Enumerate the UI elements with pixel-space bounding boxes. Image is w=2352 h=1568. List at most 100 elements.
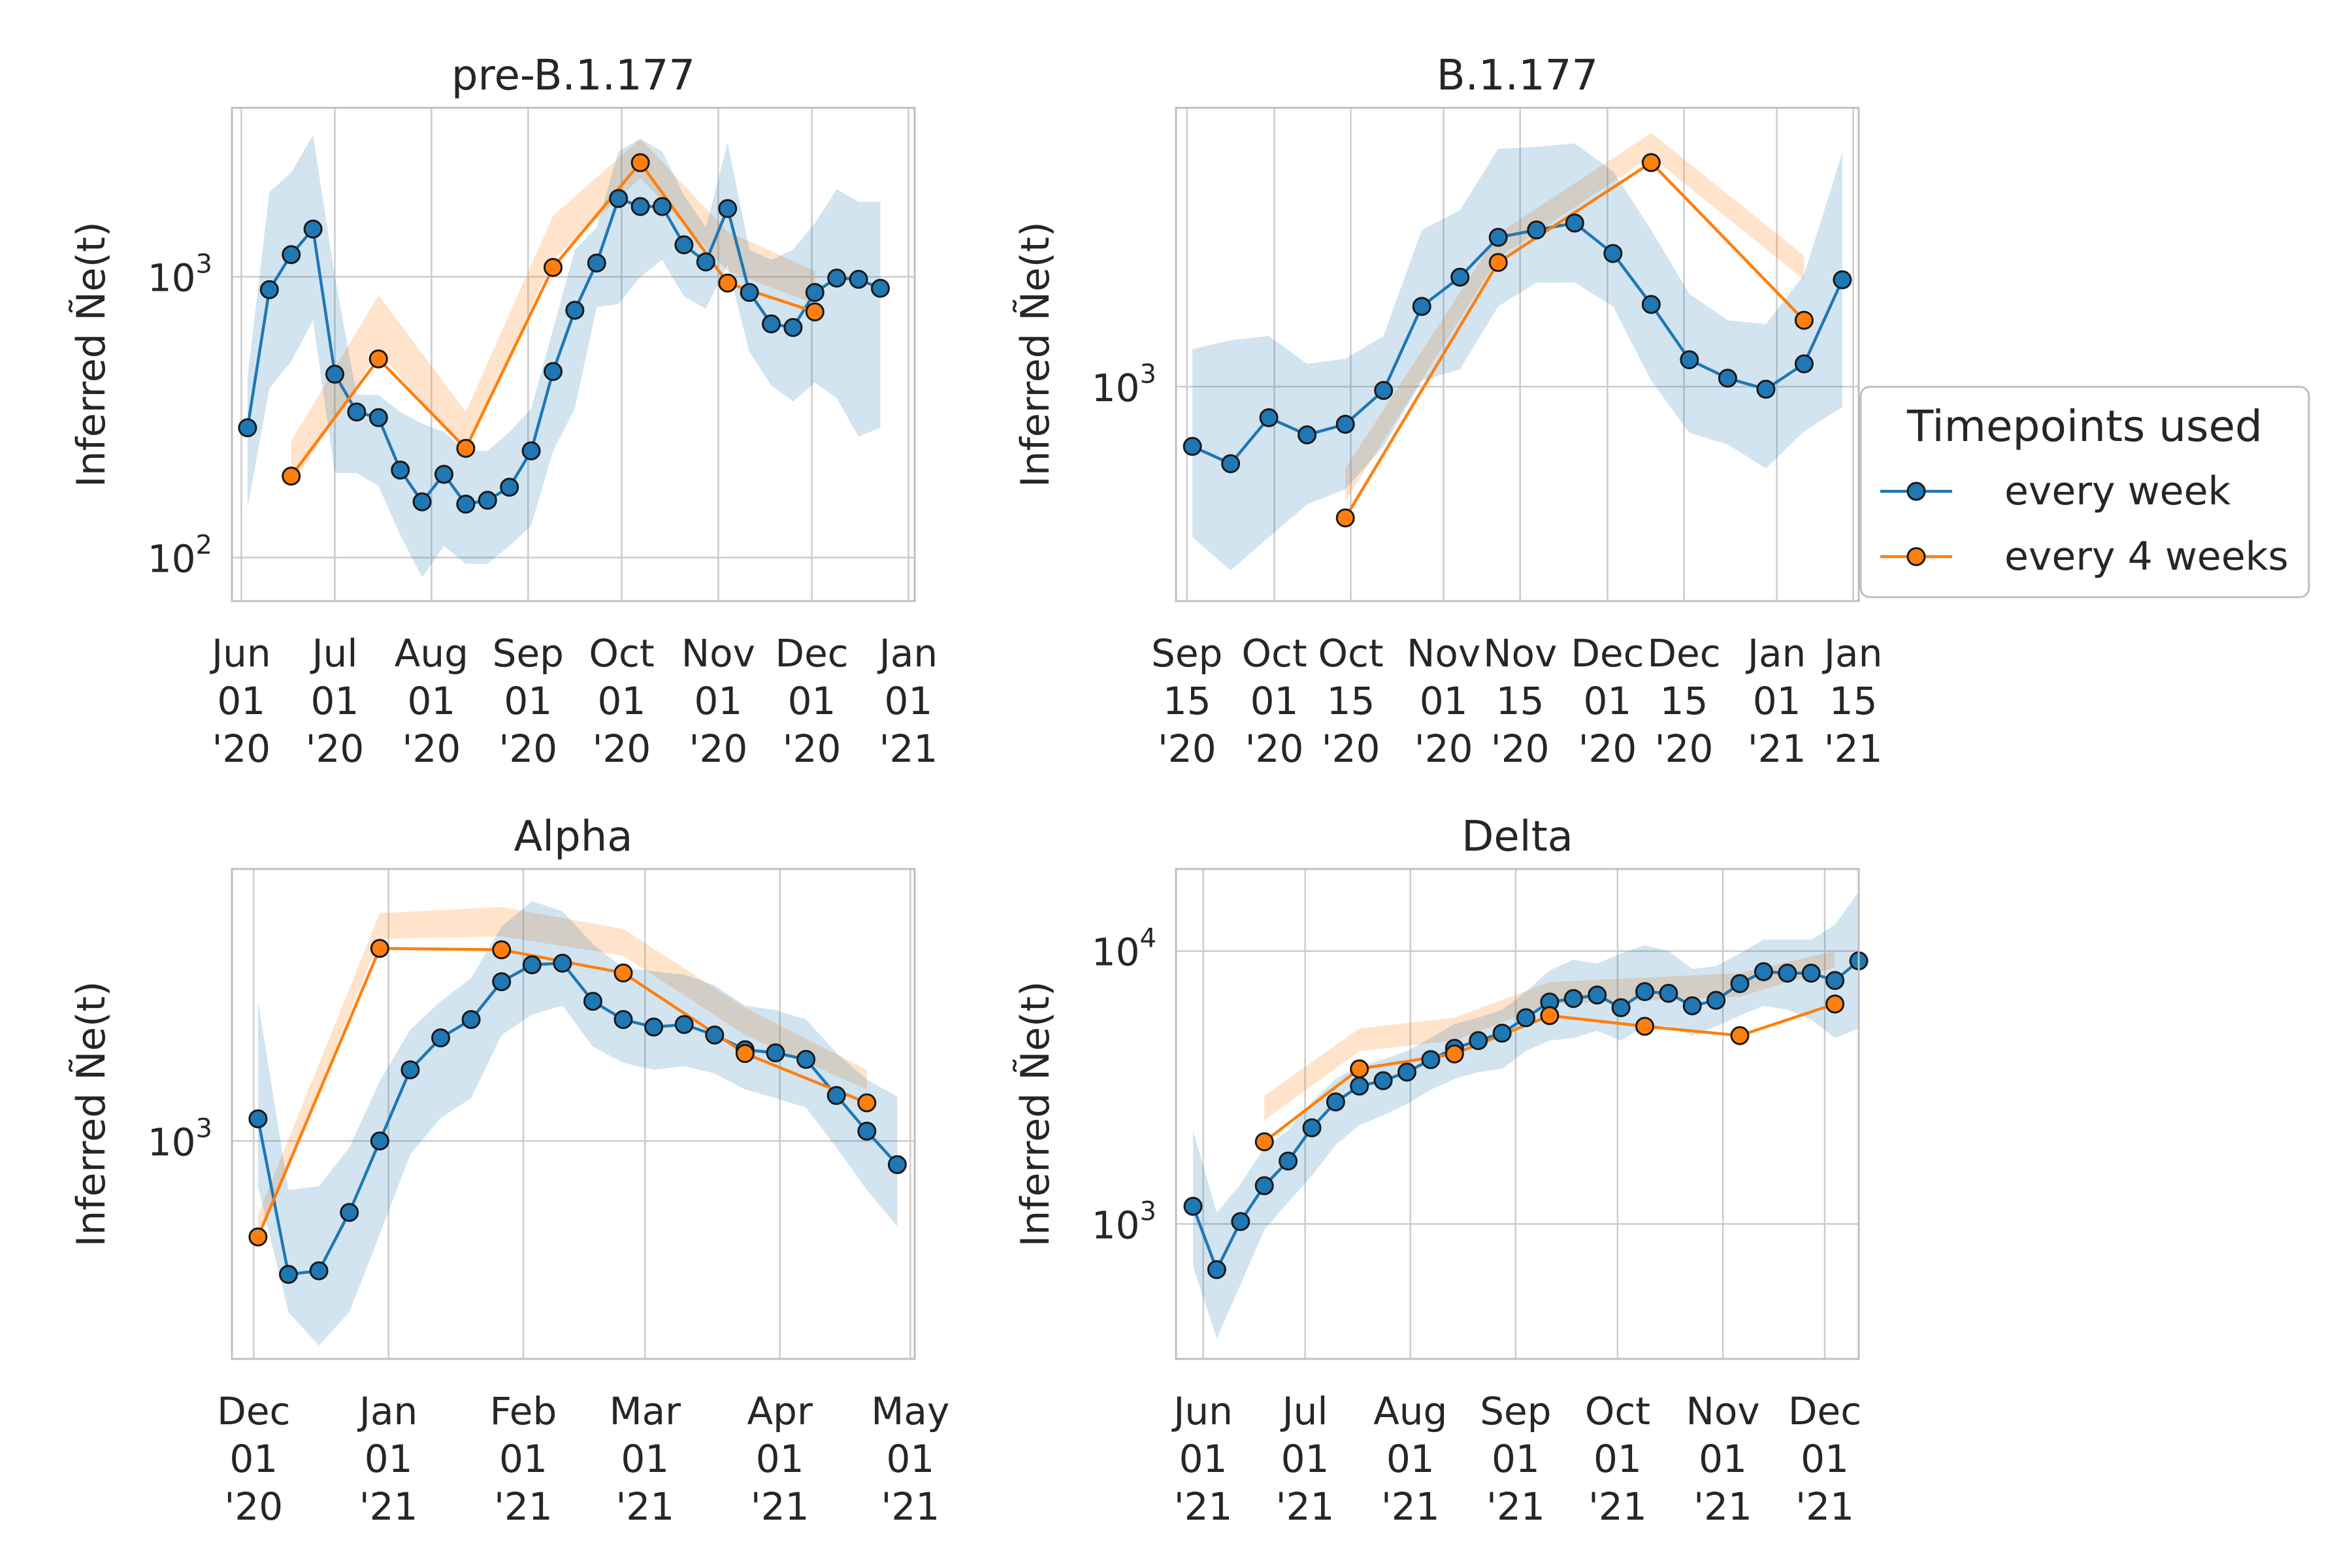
data-point — [309, 1261, 329, 1281]
data-point — [565, 301, 585, 320]
data-point — [461, 1010, 481, 1029]
data-point — [553, 953, 572, 973]
data-point — [1412, 297, 1431, 316]
data-point — [1682, 996, 1702, 1015]
x-tick-label: 15 — [1327, 679, 1375, 723]
data-point — [1469, 1031, 1488, 1051]
x-tick-label: 01 — [504, 679, 552, 723]
plot-area — [232, 108, 915, 601]
data-point — [1680, 350, 1699, 370]
x-tick-label: '21 — [1693, 1484, 1752, 1529]
data-point — [1302, 1118, 1322, 1137]
x-tick-label: '21 — [1795, 1484, 1854, 1529]
y-axis-label: Inferred Ñe(t) — [1012, 221, 1058, 487]
x-tick-label: 01 — [1281, 1437, 1330, 1481]
x-tick-label: 01 — [217, 679, 265, 723]
data-point — [1588, 985, 1607, 1005]
data-point — [1801, 964, 1821, 983]
x-tick-label: Jul — [1281, 1389, 1328, 1433]
data-point — [1450, 267, 1470, 287]
x-tick-label: Dec — [1788, 1389, 1861, 1433]
x-tick-label: 15 — [1163, 679, 1211, 723]
data-point — [1254, 1176, 1274, 1196]
x-tick-label: 01 — [756, 1437, 804, 1481]
data-point — [1254, 1132, 1274, 1152]
x-tick-label: Jan — [877, 631, 938, 676]
data-point — [1778, 964, 1797, 983]
data-point — [544, 362, 563, 382]
x-tick-label: Jan — [1822, 631, 1882, 676]
data-point — [259, 280, 279, 299]
data-point — [674, 235, 694, 255]
data-point — [849, 270, 868, 289]
chart-title: B.1.177 — [1437, 52, 1598, 100]
legend-label: every 4 weeks — [2004, 534, 2289, 580]
panel-2: B.1.177Sep15'20Oct01'20Oct15'20Nov01'20N… — [1012, 52, 1883, 771]
x-tick-label: 15 — [1829, 679, 1878, 723]
data-point — [368, 349, 388, 368]
y-axis-label: Inferred Ñe(t) — [68, 221, 114, 487]
data-point — [1183, 436, 1202, 456]
data-point — [805, 302, 825, 321]
x-tick-label: 15 — [1496, 679, 1544, 723]
x-tick-label: '20 — [1491, 727, 1550, 771]
x-tick-label: Sep — [493, 631, 564, 676]
data-point — [1183, 1196, 1203, 1216]
data-point — [1611, 998, 1631, 1017]
data-point — [303, 220, 323, 239]
confidence-band — [1192, 143, 1842, 571]
confidence-band — [291, 139, 815, 486]
data-point — [1207, 1260, 1226, 1279]
x-tick-label: '21 — [879, 727, 938, 771]
data-point — [1730, 1026, 1750, 1045]
data-point — [1730, 974, 1750, 993]
data-point — [740, 283, 759, 302]
x-tick-label: Nov — [1407, 631, 1480, 676]
data-point — [1221, 454, 1241, 474]
data-point — [587, 253, 606, 273]
y-axis-label: Inferred Ñe(t) — [1012, 981, 1058, 1247]
x-tick-label: '21 — [881, 1484, 939, 1529]
x-tick-label: Dec — [1647, 631, 1720, 676]
x-tick-label: '20 — [593, 727, 651, 771]
data-point — [521, 441, 541, 461]
data-point — [1488, 253, 1508, 272]
x-tick-label: 01 — [407, 679, 455, 723]
x-tick-label: 15 — [1660, 679, 1708, 723]
data-point — [783, 318, 803, 337]
x-tick-label: '21 — [1824, 727, 1883, 771]
data-point — [1635, 982, 1654, 1002]
data-point — [826, 1086, 846, 1105]
data-point — [1659, 983, 1678, 1003]
data-point — [857, 1093, 877, 1113]
legend-title: Timepoints used — [1906, 401, 2262, 451]
x-tick-label: '20 — [1158, 727, 1217, 771]
data-point — [1516, 1008, 1535, 1028]
data-point — [718, 199, 738, 218]
data-point — [653, 197, 672, 216]
data-point — [857, 1121, 877, 1141]
data-point — [1335, 508, 1355, 528]
x-tick-label: 01 — [1386, 1437, 1435, 1481]
data-point — [368, 408, 388, 427]
data-point — [282, 466, 301, 486]
plot-area — [1176, 108, 1859, 601]
data-point — [630, 153, 650, 172]
data-point — [613, 963, 633, 983]
x-tick-label: 01 — [788, 679, 836, 723]
data-point — [1825, 971, 1845, 990]
data-point — [805, 283, 825, 302]
x-tick-label: Dec — [217, 1389, 290, 1433]
x-tick-label: 01 — [1593, 1437, 1642, 1481]
x-tick-label: '20 — [783, 727, 841, 771]
data-point — [248, 1109, 268, 1128]
data-point — [1563, 988, 1583, 1008]
x-tick-label: '21 — [1588, 1484, 1647, 1529]
x-tick-label: 01 — [1492, 1437, 1540, 1481]
plot-area — [1176, 869, 1859, 1359]
axes-frame — [231, 868, 916, 1360]
x-tick-label: Jan — [357, 1389, 417, 1433]
x-tick-label: 01 — [694, 679, 742, 723]
y-tick-label: 103 — [1092, 359, 1156, 410]
x-tick-label: '21 — [1174, 1484, 1233, 1529]
